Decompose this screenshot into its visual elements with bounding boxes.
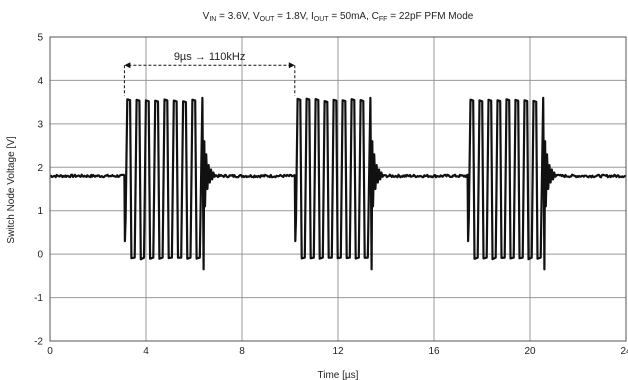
y-tick-label: 4	[37, 76, 43, 87]
annotation-text: 9µs → 110kHz	[174, 51, 246, 63]
x-tick-label: 12	[332, 346, 344, 357]
y-axis-label: Switch Node Voltage [V]	[6, 136, 17, 244]
annotation-layer: 9µs → 110kHz	[123, 51, 296, 96]
y-tick-label: 2	[37, 163, 43, 174]
y-tick-label: 1	[37, 206, 43, 217]
x-tick-label: 4	[143, 346, 149, 357]
chart-title-part: IN	[209, 16, 216, 23]
y-tick-label: 3	[37, 119, 43, 130]
trace-layer	[49, 96, 627, 271]
annotation-right-arrow	[288, 62, 295, 69]
chart-title-part: = 22pF PFM Mode	[387, 11, 473, 22]
x-tick-label: 20	[524, 346, 536, 357]
y-tick-label: 5	[37, 33, 43, 44]
annotation-left-arrow	[124, 62, 131, 69]
y-tick-label: 0	[37, 250, 43, 261]
x-tick-label: 16	[428, 346, 440, 357]
chart-title-part: OUT	[260, 16, 276, 23]
switch-node-trace	[49, 96, 627, 271]
chart-title-part: OUT	[314, 16, 330, 23]
chart-title-part: FF	[379, 16, 388, 23]
chart-title-part: = 50mA, C	[329, 11, 379, 22]
x-tick-label: 0	[47, 346, 53, 357]
y-tick-label: -1	[34, 293, 43, 304]
chart-title-part: V	[203, 11, 210, 22]
chart-title-part: = 3.6V, V	[216, 11, 260, 22]
x-tick-label: 24	[620, 346, 628, 357]
x-tick-label: 8	[239, 346, 245, 357]
chart-title-part: = 1.8V, I	[274, 11, 313, 22]
x-axis-label: Time [µs]	[318, 370, 359, 380]
plot-frame	[49, 36, 627, 342]
chart-title: VIN = 3.6V, VOUT = 1.8V, IOUT = 50mA, CF…	[203, 11, 474, 23]
y-tick-label: -2	[34, 337, 43, 348]
